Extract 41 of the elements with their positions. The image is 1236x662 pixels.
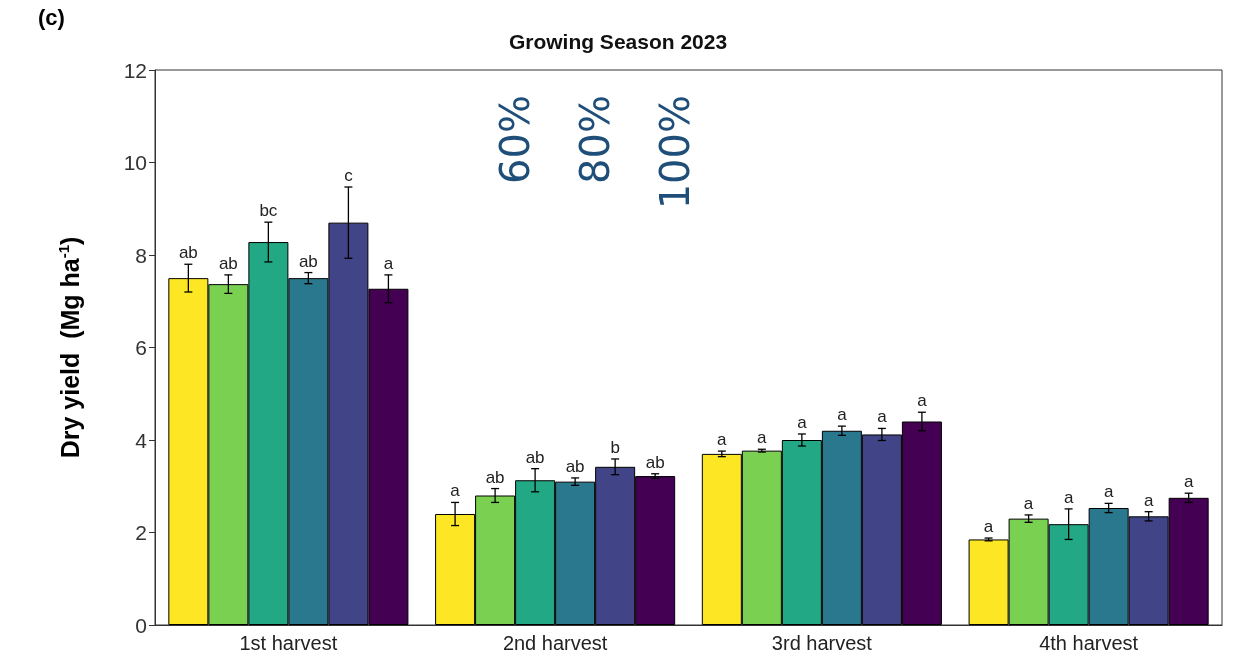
data-label: a <box>757 428 768 448</box>
data-label: ab <box>645 452 665 472</box>
data-label: a <box>797 412 808 432</box>
y-tick-label: 10 <box>123 151 147 174</box>
annotation: 80% <box>572 95 619 184</box>
data-label: ab <box>178 243 198 263</box>
y-tick-label: 0 <box>135 613 147 637</box>
data-label: a <box>983 517 994 537</box>
x-tick-label: 4th harvest <box>1039 632 1139 654</box>
y-tick-label: 12 <box>123 58 147 82</box>
data-label: ab <box>485 467 505 487</box>
y-tick-label: 6 <box>135 336 147 359</box>
data-label: ab <box>565 456 585 476</box>
data-label: a <box>877 407 888 427</box>
data-label: a <box>383 253 394 273</box>
annotation: 100% <box>652 95 699 210</box>
data-label: ab <box>525 447 545 467</box>
x-tick-label: 1st harvest <box>239 632 338 654</box>
data-label: a <box>917 391 928 411</box>
y-tick-label: 4 <box>135 428 148 452</box>
data-label: a <box>1023 493 1034 513</box>
data-label: bc <box>259 201 278 221</box>
data-label: a <box>1183 472 1194 492</box>
annotation: 60% <box>492 95 539 184</box>
chart-title: Growing Season 2023 <box>508 30 728 53</box>
y-tick-label: 8 <box>135 243 147 267</box>
data-label: a <box>717 430 728 450</box>
data-label: a <box>1103 482 1114 502</box>
data-label: a <box>837 405 848 425</box>
text: (c) <box>38 4 65 30</box>
data-label: a <box>1063 487 1074 507</box>
data-label: a <box>450 481 461 501</box>
y-axis-title: Dry yield (Mg ha-1) <box>55 236 84 459</box>
x-tick-label: 2nd harvest <box>502 632 608 654</box>
data-label: b <box>610 437 620 457</box>
data-label: ab <box>298 251 318 271</box>
data-label: a <box>1143 490 1154 510</box>
y-tick-label: 2 <box>135 521 147 544</box>
x-tick-label: 3rd harvest <box>771 632 873 654</box>
data-label: ab <box>218 253 238 273</box>
data-label: c <box>344 166 354 186</box>
